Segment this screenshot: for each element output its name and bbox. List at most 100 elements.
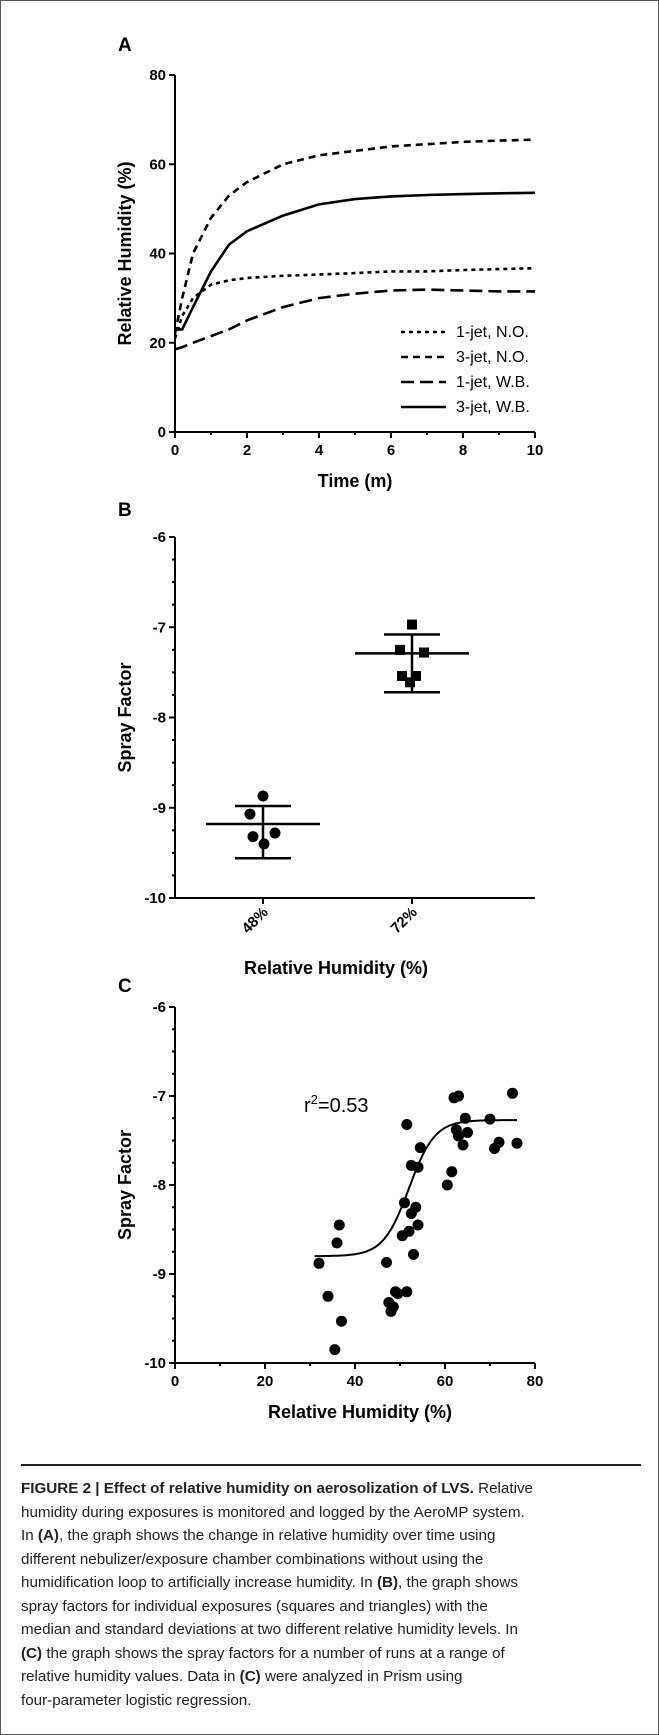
panel-a-series-line-2 xyxy=(173,138,536,335)
panel-c-data-point xyxy=(410,1201,422,1213)
panel-b-data-point xyxy=(419,647,429,658)
panel-c-r-squared-annotation: r2=0.53 xyxy=(304,1092,369,1117)
panel-c-y-tick-label: -8 xyxy=(153,1177,166,1194)
panel-a-legend-label-3: 1-jet, W.B. xyxy=(456,374,530,391)
panel-b-data-point xyxy=(244,808,256,820)
panel-a-x-tick-label: 4 xyxy=(315,442,324,459)
r-squared-superscript: 2 xyxy=(311,1092,318,1107)
panel-c-data-point xyxy=(446,1166,458,1178)
caption-segment: humidification loop to artificially incr… xyxy=(21,1574,377,1591)
caption-segment: four-parameter logistic regression. xyxy=(21,1691,252,1709)
panel-a-legend-label-2: 3-jet, N.O. xyxy=(456,349,529,366)
r-squared-value: =0.53 xyxy=(318,1095,369,1117)
panel-c-data-point xyxy=(412,1219,424,1231)
panel-a-series-line-1 xyxy=(173,266,536,339)
panel-c-x-tick-label: 40 xyxy=(347,1373,364,1390)
panel-a-x-tick-label: 10 xyxy=(527,442,544,459)
caption-segment: (C) xyxy=(21,1644,43,1662)
panel-c-data-point xyxy=(399,1197,410,1209)
panel-label-c: C xyxy=(118,976,132,997)
caption-line: humidification loop to artificially incr… xyxy=(21,1571,641,1595)
caption-segment: spray factors for individual exposures (… xyxy=(21,1597,488,1615)
panel-c-data-point xyxy=(387,1301,399,1313)
panel-c-data-point xyxy=(507,1087,518,1099)
panel-c-data-point xyxy=(459,1112,471,1124)
caption-segment: median and standard deviations at two di… xyxy=(21,1621,518,1638)
caption-line: In (A), the graph shows the change in re… xyxy=(21,1524,641,1548)
panel-b-data-point xyxy=(257,790,269,802)
panel-c-data-point xyxy=(313,1257,325,1269)
panel-a-x-tick-label: 6 xyxy=(387,442,395,459)
panel-b-data-point xyxy=(411,670,421,681)
panel-a-series-line-4 xyxy=(175,191,536,331)
panel-c-data-point xyxy=(457,1139,469,1151)
panel-label-b: B xyxy=(118,500,132,521)
panel-a-x-tick-label: 0 xyxy=(171,442,179,459)
panel-c-data-point xyxy=(401,1286,413,1298)
panel-c-y-tick-label: -9 xyxy=(153,1266,166,1283)
figure-caption: FIGURE 2 | Effect of relative humidity o… xyxy=(21,1477,641,1712)
panel-c-x-tick-label: 60 xyxy=(437,1373,454,1390)
panel-b-data-point xyxy=(395,644,405,655)
panel-b-y-axis-label: Spray Factor xyxy=(115,662,135,772)
caption-line: humidity during exposures is monitored a… xyxy=(21,1501,641,1525)
caption-segment: were analyzed in Prism using xyxy=(260,1668,463,1685)
caption-segment: (B) xyxy=(376,1574,399,1591)
caption-line: four-parameter logistic regression. xyxy=(21,1689,641,1713)
caption-separator xyxy=(21,1464,641,1466)
panel-b-y-tick-label: -7 xyxy=(153,619,166,636)
panel-c-x-tick-label: 0 xyxy=(171,1373,179,1390)
panel-c-data-point xyxy=(322,1290,334,1302)
panel-a-y-tick-label: 0 xyxy=(158,424,166,441)
panel-b-data-point xyxy=(397,670,407,681)
panel-c-data-point xyxy=(392,1288,404,1300)
caption-segment: , the graph shows xyxy=(398,1574,518,1591)
caption-line: (C) the graph shows the spray factors fo… xyxy=(21,1642,641,1666)
caption-line: different nebulizer/exposure chamber com… xyxy=(21,1548,641,1572)
caption-segment: Relative xyxy=(473,1480,533,1497)
panel-a-y-tick-label: 40 xyxy=(149,246,166,263)
caption-segment: FIGURE 2 | Effect of relative humidity o… xyxy=(21,1480,474,1497)
panel-a-legend-label-4: 3-jet, W.B. xyxy=(456,399,530,416)
panel-c-data-point xyxy=(329,1344,341,1356)
caption-segment: In xyxy=(21,1527,38,1544)
caption-line: FIGURE 2 | Effect of relative humidity o… xyxy=(21,1477,641,1501)
panel-c-data-point xyxy=(403,1225,415,1237)
panel-c-data-point xyxy=(453,1090,464,1102)
panel-c-data-point xyxy=(453,1130,464,1142)
panel-c-data-point xyxy=(412,1161,424,1173)
panel-c-data-point xyxy=(441,1179,453,1191)
panel-a-x-tick-label: 2 xyxy=(243,442,251,459)
panel-c-y-tick-label: -6 xyxy=(153,999,166,1016)
panel-a-y-tick-label: 80 xyxy=(149,67,166,84)
caption-segment: , the graph shows the change in relative… xyxy=(58,1527,496,1544)
caption-segment: (C) xyxy=(239,1668,261,1685)
caption-line: median and standard deviations at two di… xyxy=(21,1618,641,1642)
panel-c-data-point xyxy=(336,1315,347,1327)
caption-segment: (A) xyxy=(37,1527,59,1544)
panel-a-x-tick-label: 8 xyxy=(459,442,467,459)
panel-c-data-point xyxy=(414,1142,426,1154)
panel-b-x-tick-label: 72% xyxy=(388,904,421,937)
panel-c-data-point xyxy=(484,1113,496,1125)
panel-c-data-point xyxy=(408,1248,419,1260)
panel-c-data-point xyxy=(331,1237,343,1249)
panel-c-data-point xyxy=(462,1127,473,1138)
caption-line: spray factors for individual exposures (… xyxy=(21,1595,641,1619)
panel-c-x-tick-label: 20 xyxy=(257,1373,274,1390)
panel-c-y-tick-label: -10 xyxy=(144,1355,166,1372)
r-squared-base: r xyxy=(304,1095,311,1117)
panel-c-y-tick-label: -7 xyxy=(153,1088,166,1105)
panel-b-y-tick-label: -6 xyxy=(153,529,166,546)
panel-c-data-point xyxy=(381,1256,392,1268)
panel-c-x-tick-label: 80 xyxy=(527,1373,544,1390)
panel-a-y-tick-label: 60 xyxy=(149,156,166,173)
panel-b-data-point xyxy=(269,827,281,839)
panel-c-data-point xyxy=(401,1119,413,1130)
panel-a-legend-label-1: 1-jet, N.O. xyxy=(456,324,529,341)
panel-b-data-point xyxy=(258,838,270,850)
caption-segment: different nebulizer/exposure chamber com… xyxy=(21,1550,484,1568)
panel-b-y-tick-label: -10 xyxy=(144,890,166,907)
panel-b-data-point xyxy=(407,619,417,630)
